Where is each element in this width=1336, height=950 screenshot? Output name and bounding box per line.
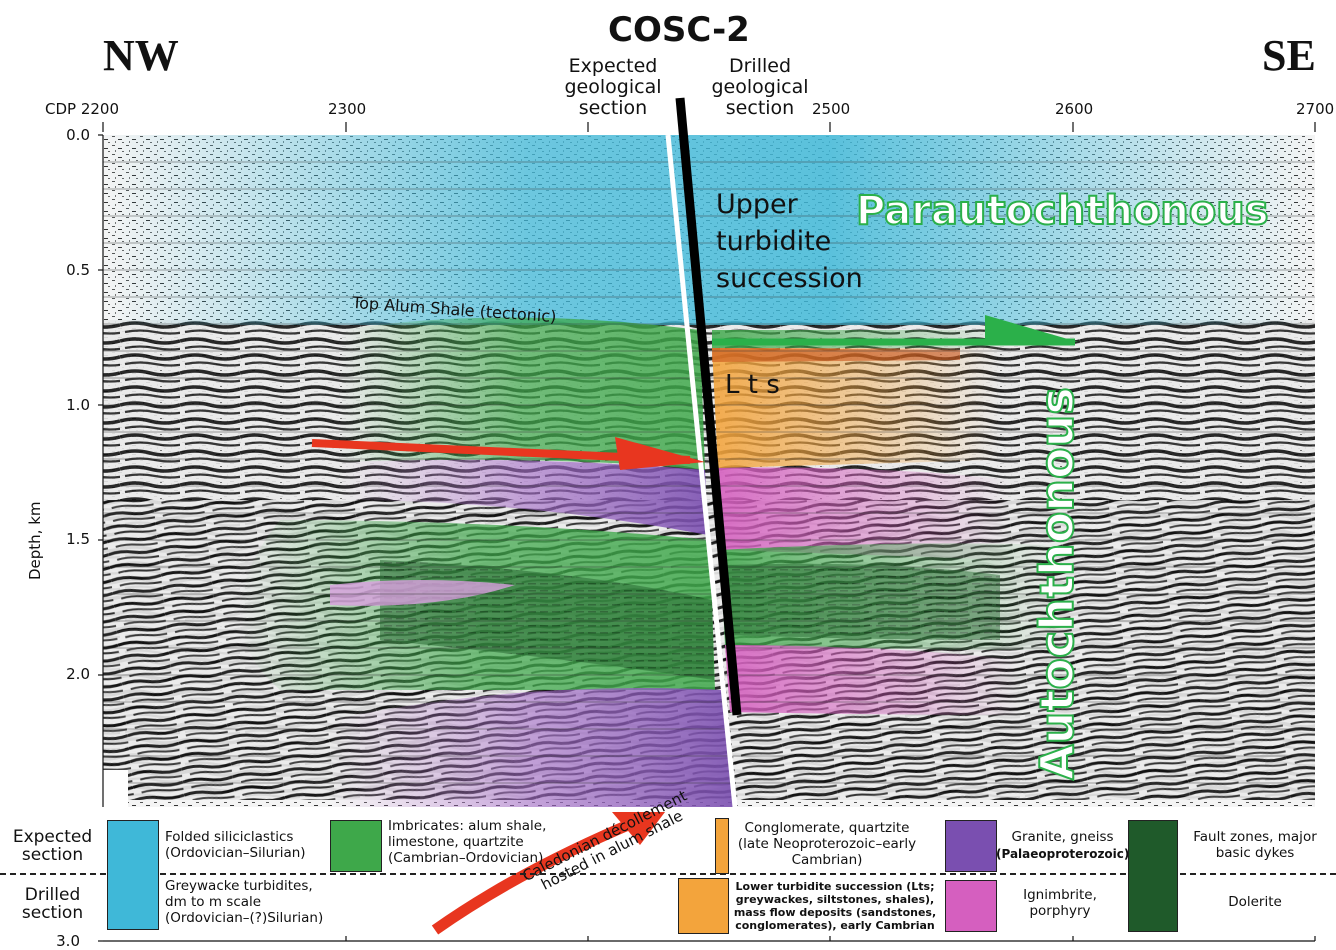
cdp-tick-2600: 2600 — [1055, 100, 1094, 118]
legend-dolerite: Dolerite — [1228, 894, 1282, 910]
cdp-tick-2700: 2700 — [1296, 100, 1335, 118]
legend-drilled-row-label: Drilled section — [21, 885, 84, 923]
swatch-green — [330, 820, 382, 872]
depth-tick-0: 0.0 — [66, 126, 90, 144]
swatch-orange-upper — [715, 818, 729, 874]
drilled-section-header: Drilled geological section — [711, 55, 809, 119]
cdp-tick-2300: 2300 — [328, 100, 367, 118]
legend-imbricates: Imbricates: alum shale, limestone, quart… — [388, 818, 547, 866]
cdp-tick-2500: 2500 — [812, 100, 851, 118]
nw-direction-label: NW — [103, 31, 179, 80]
depth-tick-15: 1.5 — [66, 530, 90, 548]
lts-label: L t s — [725, 370, 780, 400]
swatch-purple — [945, 820, 997, 872]
swatch-dark-green — [1128, 820, 1178, 932]
swatch-cyan — [107, 820, 159, 930]
depth-tick-20: 2.0 — [66, 665, 90, 683]
legend-greywacke: Greywacke turbidites, dm to m scale (Ord… — [165, 878, 324, 926]
depth-tick-10: 1.0 — [66, 396, 90, 414]
upper-turbidite-label: Upper turbidite succession — [716, 189, 863, 294]
legend-granite: Granite, gneiss — [1011, 829, 1114, 845]
depth-tick-30: 3.0 — [56, 932, 80, 950]
legend-fault-zones: Fault zones, major basic dykes — [1193, 829, 1317, 861]
legend-granite-age: (Palaeoproterozoic) — [996, 847, 1130, 861]
se-direction-label: SE — [1262, 31, 1316, 80]
swatch-magenta — [945, 880, 997, 932]
legend-ignimbrite: Ignimbrite, porphyry — [1023, 887, 1097, 919]
depth-tick-05: 0.5 — [66, 261, 90, 279]
well-title: COSC-2 — [608, 10, 750, 50]
cdp-tick-2200: CDP 2200 — [45, 100, 120, 118]
legend-lower-turbidite: Lower turbidite succession (Lts; greywac… — [733, 880, 937, 932]
legend-folded-siliciclastics: Folded siliciclastics (Ordovician–Siluri… — [165, 829, 306, 861]
parautochthonous-label: Parautochthonous — [855, 187, 1270, 235]
legend-conglomerate: Conglomerate, quartzite (late Neoprotero… — [737, 820, 917, 868]
legend-divider — [0, 873, 1336, 875]
swatch-orange-lower — [678, 878, 729, 934]
legend-expected-row-label: Expected section — [12, 827, 93, 865]
legend: Expected section Drilled section Folded … — [0, 812, 1336, 937]
autochthonous-label: Autochthonous — [1029, 386, 1085, 781]
expected-section-header: Expected geological section — [564, 55, 662, 119]
